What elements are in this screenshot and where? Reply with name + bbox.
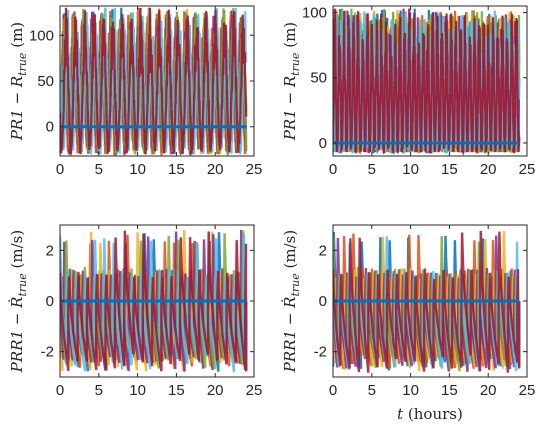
axes-frame	[332, 5, 528, 157]
plot-area	[60, 229, 248, 373]
y-tick-label: 50	[310, 70, 327, 87]
x-tick-label: 15	[441, 382, 458, 399]
y-axis-label: PRR1 − Ṙtrue (m/s)	[281, 230, 302, 373]
x-tick-label: 20	[207, 382, 224, 399]
y-tick-label: 0	[319, 135, 327, 152]
series-line	[333, 230, 521, 373]
y-axis-label: PRR1 − Ṙtrue (m/s)	[8, 230, 29, 373]
x-tick-label: 10	[402, 382, 419, 399]
x-tick-label: 15	[168, 161, 185, 178]
y-tick-label: 100	[29, 27, 54, 44]
panel-bottom-left: 0 5 10 15 20 25 -2 0 2 PRR1 − Ṙtrue (m/s)	[8, 224, 263, 399]
x-axis-label: t (hours)	[397, 405, 463, 423]
y-tick-label: -2	[314, 344, 327, 361]
y-tick-label: 0	[46, 119, 54, 136]
y-tick-label: 2	[46, 242, 54, 259]
x-tick-label: 20	[480, 382, 497, 399]
plot-area	[333, 8, 521, 156]
x-tick-label: 15	[168, 382, 185, 399]
x-tick-label: 10	[129, 382, 146, 399]
x-tick-label: 25	[246, 382, 263, 399]
series-line	[60, 7, 248, 155]
x-tick-label: 20	[480, 161, 497, 178]
x-tick-label: 10	[129, 161, 146, 178]
y-tick-label: 2	[319, 242, 327, 259]
series-line	[333, 8, 521, 156]
x-tick-label: 25	[246, 161, 263, 178]
x-tick-label: 5	[95, 161, 103, 178]
series-line	[60, 230, 248, 372]
x-tick-label: 0	[56, 161, 64, 178]
x-tick-label: 20	[207, 161, 224, 178]
plot-area	[333, 230, 521, 373]
x-tick-label: 0	[56, 382, 64, 399]
x-tick-label: 15	[441, 161, 458, 178]
plot-area	[60, 7, 248, 156]
x-tick-label: 0	[329, 161, 337, 178]
y-tick-label: 50	[37, 73, 54, 90]
x-tick-label: 10	[402, 161, 419, 178]
y-tick-label: 100	[302, 5, 327, 22]
y-tick-label: 0	[46, 293, 54, 310]
y-axis-label: PR1 − Rtrue (m)	[281, 22, 302, 141]
x-tick-label: 5	[368, 382, 376, 399]
x-tick-label: 25	[519, 382, 536, 399]
y-axis-label: PR1 − Rtrue (m)	[8, 22, 29, 141]
x-tick-label: 0	[329, 382, 337, 399]
x-tick-label: 5	[95, 382, 103, 399]
x-tick-label: 25	[519, 161, 536, 178]
y-tick-label: -2	[41, 344, 54, 361]
panel-bottom-right: 0 5 10 15 20 25 -2 0 2 PRR1 − Ṙtrue (m/s) t (hours…	[281, 224, 536, 423]
x-tick-label: 5	[368, 161, 376, 178]
y-tick-label: 0	[319, 293, 327, 310]
